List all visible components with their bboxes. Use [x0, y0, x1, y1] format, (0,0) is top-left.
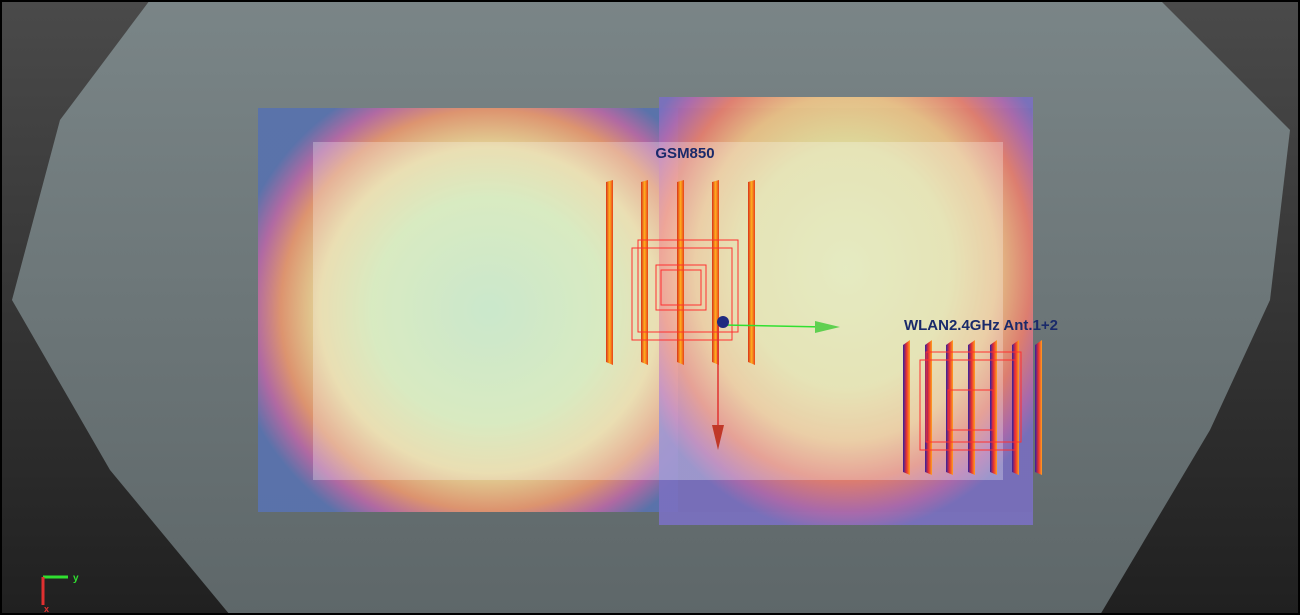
frame [925, 351, 1022, 443]
bar [712, 180, 719, 365]
wlan-wireframe [919, 351, 1022, 451]
axis-triad: y x [41, 573, 79, 614]
bar [748, 180, 755, 365]
bar [641, 180, 648, 365]
wlan-label: WLAN2.4GHz Ant.1+2 [904, 317, 1058, 334]
gizmo-y-axis [722, 324, 826, 328]
bar [903, 340, 910, 475]
gizmo-origin [717, 316, 729, 328]
frame [631, 247, 733, 341]
bar [968, 340, 975, 475]
gizmo-y-arrow [815, 321, 840, 333]
wlan-probe-bars [903, 340, 1042, 475]
gsm-wireframe [631, 239, 739, 341]
triad-x-label: x [44, 604, 49, 614]
bar [606, 180, 613, 365]
coordinate-gizmo [712, 316, 840, 450]
frame [660, 269, 702, 306]
frame [947, 389, 994, 431]
gsm-probe-bars [606, 180, 755, 365]
frame [637, 239, 739, 333]
bar [925, 340, 932, 475]
gizmo-x-arrow [712, 425, 724, 450]
frame [919, 359, 1016, 451]
gsm-label: GSM850 [655, 145, 714, 162]
frame [655, 264, 707, 311]
device-outline [313, 142, 1003, 480]
bar [1035, 340, 1042, 475]
bar [946, 340, 953, 475]
bar [677, 180, 684, 365]
triad-y-label: y [73, 573, 79, 584]
